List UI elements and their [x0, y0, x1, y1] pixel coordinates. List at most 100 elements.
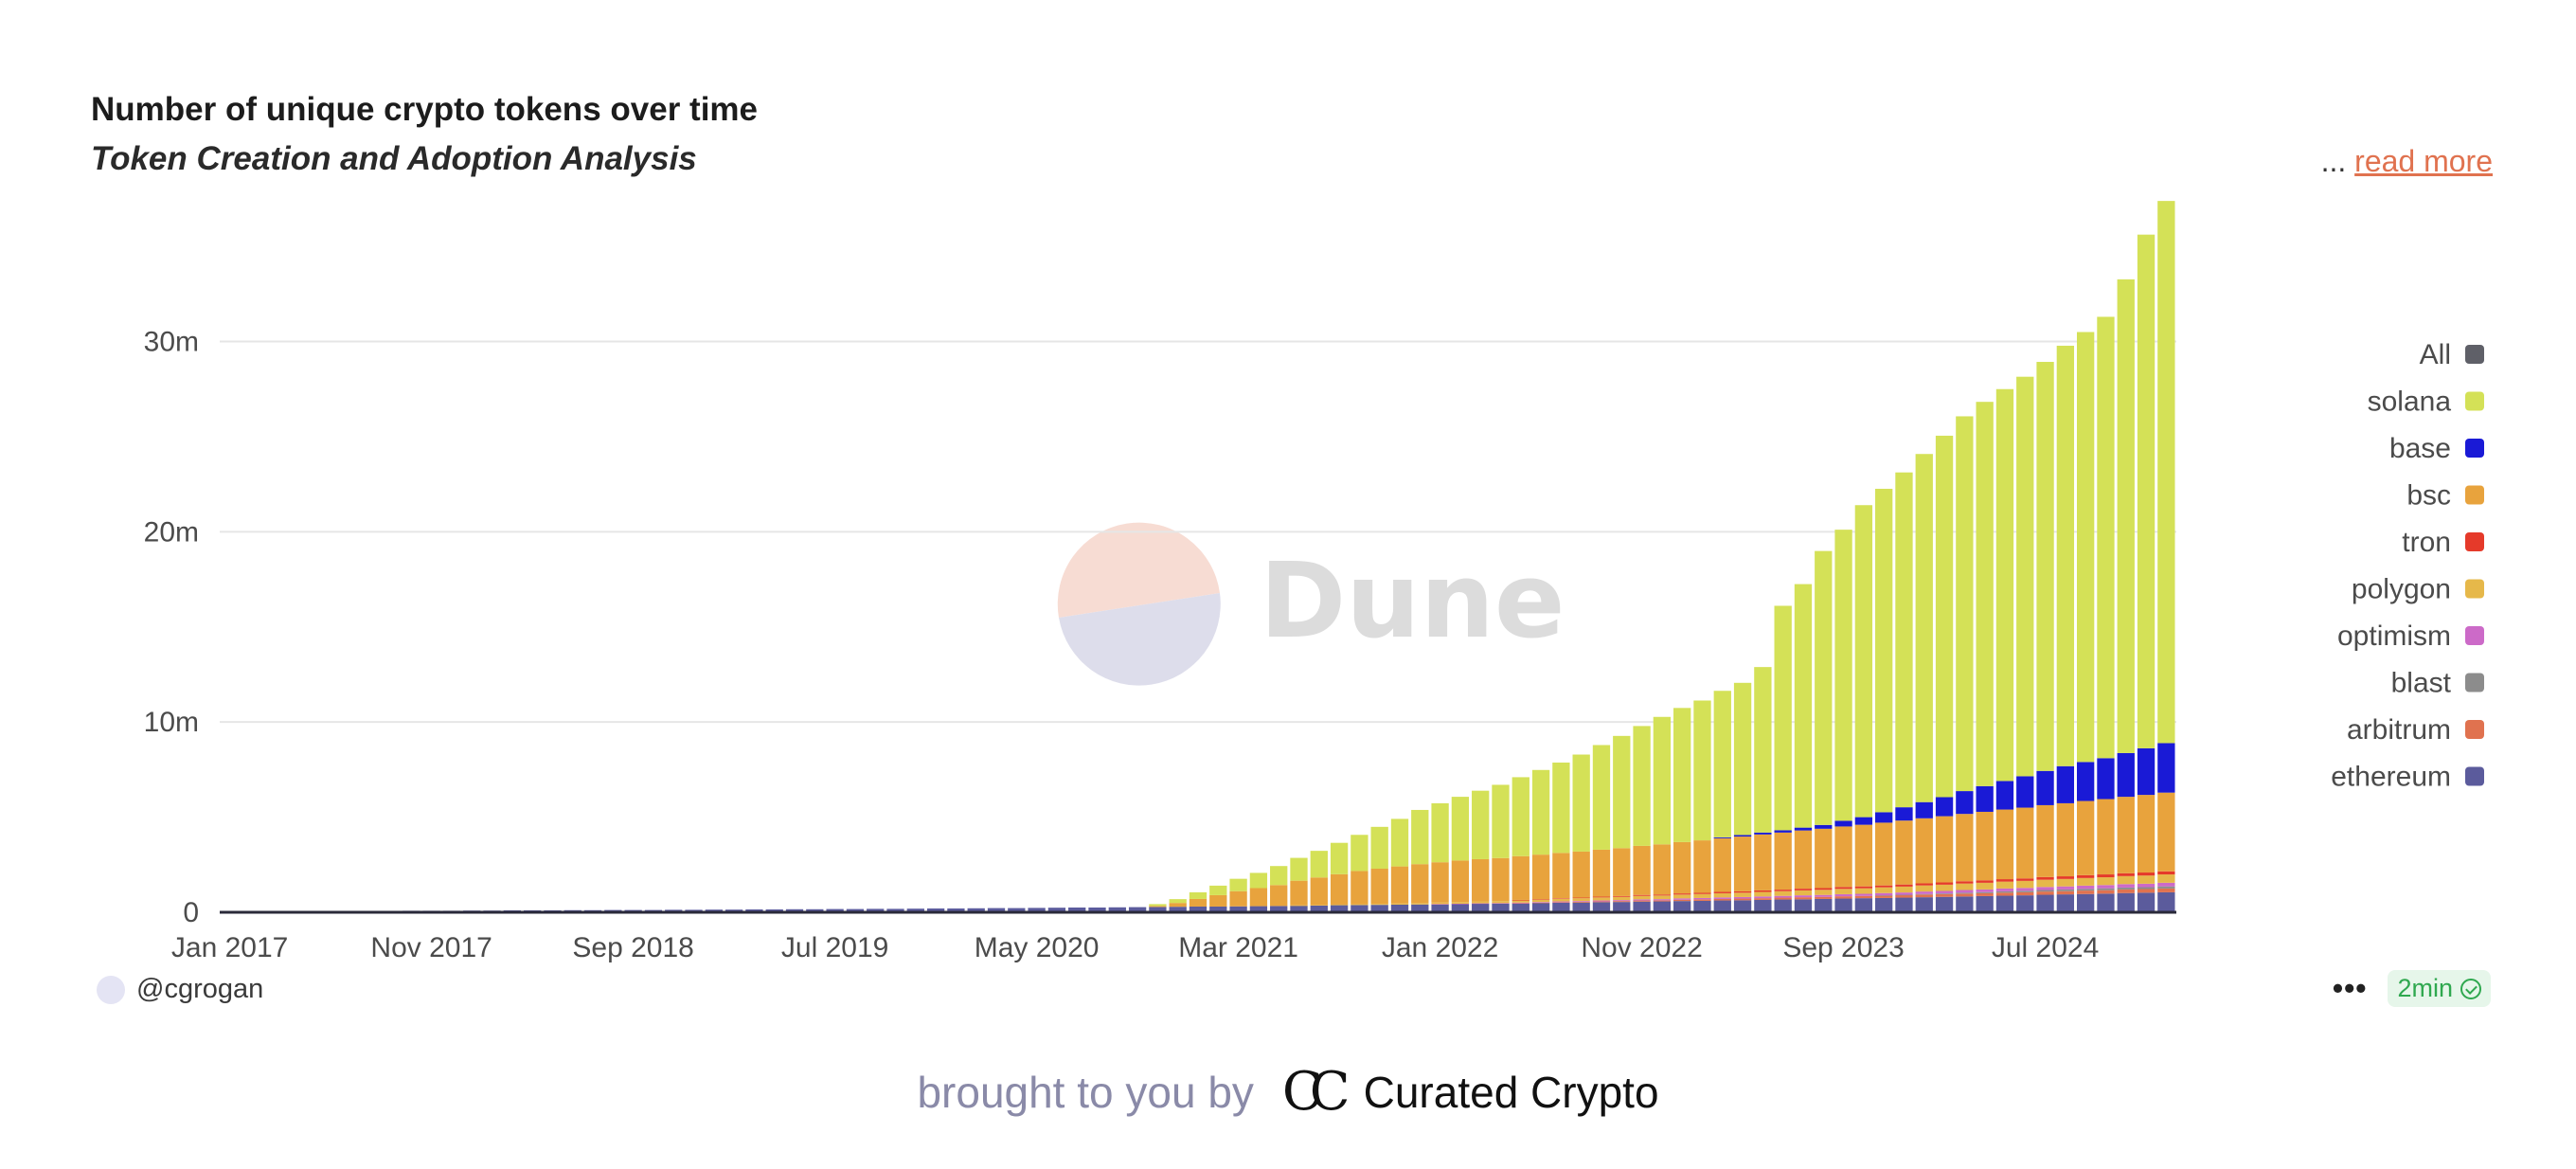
bar-ethereum: [1915, 897, 1933, 912]
more-options-button[interactable]: •••: [2332, 971, 2368, 1005]
bar-stack[interactable]: [1451, 797, 1470, 912]
bar-polygon: [1531, 899, 1550, 903]
bar-bsc: [1229, 890, 1247, 907]
bar-stack[interactable]: [1290, 857, 1308, 912]
bar-stack[interactable]: [1733, 682, 1752, 912]
bar-stack[interactable]: [1592, 745, 1611, 912]
legend-item[interactable]: tron: [2402, 527, 2484, 558]
bar-stack[interactable]: [1270, 866, 1288, 912]
bar-stack[interactable]: [1995, 388, 2014, 912]
bar-blast: [1956, 892, 1974, 894]
bar-stack[interactable]: [867, 908, 885, 912]
bar-tron: [1754, 890, 1772, 892]
bar-stack[interactable]: [1047, 908, 1066, 912]
bar-stack[interactable]: [987, 908, 1006, 912]
bar-stack[interactable]: [967, 908, 985, 912]
author[interactable]: @cgrogan: [97, 974, 263, 1005]
bar-stack[interactable]: [886, 908, 904, 912]
bar-stack[interactable]: [906, 908, 924, 912]
bar-stack[interactable]: [1794, 584, 1813, 912]
bar-stack[interactable]: [1754, 667, 1772, 912]
legend-item[interactable]: base: [2389, 433, 2484, 464]
legend-item[interactable]: solana: [2368, 387, 2484, 418]
bar-stack[interactable]: [1875, 488, 1893, 912]
bar-stack[interactable]: [1411, 809, 1429, 912]
bar-stack[interactable]: [1653, 716, 1672, 912]
bar-stack[interactable]: [1149, 904, 1167, 912]
bar-stack[interactable]: [1008, 908, 1026, 912]
bar-stack[interactable]: [1976, 402, 1994, 912]
bar-stack[interactable]: [1472, 790, 1490, 912]
bar-ethereum: [947, 908, 965, 912]
bar-stack[interactable]: [2076, 332, 2095, 912]
bar-stack[interactable]: [745, 908, 763, 912]
bar-stack[interactable]: [1815, 550, 1833, 912]
bar-stack[interactable]: [1854, 505, 1873, 912]
brand[interactable]: CC Curated Crypto: [1282, 1061, 1659, 1123]
bar-stack[interactable]: [1633, 726, 1651, 912]
bar-stack[interactable]: [1531, 769, 1550, 912]
bar-stack[interactable]: [1834, 530, 1852, 912]
bar-stack[interactable]: [1935, 435, 1954, 912]
bar-ethereum: [967, 908, 985, 912]
bar-stack[interactable]: [1068, 907, 1086, 912]
bar-stack[interactable]: [2137, 234, 2156, 912]
legend-item[interactable]: arbitrum: [2347, 714, 2484, 746]
bar-stack[interactable]: [1209, 885, 1227, 912]
bar-stack[interactable]: [1310, 851, 1328, 912]
legend-label: tron: [2402, 527, 2451, 558]
bar-stack[interactable]: [1774, 605, 1792, 912]
refresh-badge[interactable]: 2min: [2388, 970, 2491, 1007]
bar-optimism: [1613, 900, 1631, 902]
bar-stack[interactable]: [2036, 362, 2054, 912]
bar-ethereum: [1149, 907, 1167, 912]
bar-stack[interactable]: [1088, 907, 1106, 912]
bar-stack[interactable]: [1673, 708, 1691, 912]
bar-base: [1774, 830, 1792, 833]
bar-stack[interactable]: [2117, 279, 2135, 912]
bar-stack[interactable]: [1108, 907, 1126, 912]
bar-stack[interactable]: [1370, 826, 1388, 912]
legend-item[interactable]: ethereum: [2331, 762, 2484, 793]
bar-stack[interactable]: [1915, 454, 1933, 912]
bar-stack[interactable]: [765, 908, 783, 912]
bar-stack[interactable]: [1390, 818, 1409, 912]
bar-stack[interactable]: [1713, 691, 1731, 912]
legend-item[interactable]: polygon: [2352, 574, 2484, 605]
bar-stack[interactable]: [2016, 376, 2034, 912]
bar-stack[interactable]: [1249, 872, 1268, 912]
bar-optimism: [1754, 896, 1772, 899]
bar-stack[interactable]: [1189, 891, 1208, 912]
bar-stack[interactable]: [2097, 316, 2115, 912]
bar-ethereum: [1713, 900, 1731, 912]
bar-stack[interactable]: [1028, 908, 1046, 912]
bar-stack[interactable]: [2157, 201, 2175, 912]
bar-stack[interactable]: [947, 908, 965, 912]
bar-stack[interactable]: [1128, 907, 1147, 912]
bar-stack[interactable]: [1895, 472, 1913, 912]
bar-stack[interactable]: [1351, 835, 1368, 912]
bar-stack[interactable]: [785, 908, 804, 912]
bar-stack[interactable]: [846, 908, 865, 912]
bar-stack[interactable]: [826, 908, 844, 912]
bar-stack[interactable]: [1431, 802, 1449, 912]
bar-stack[interactable]: [1613, 735, 1631, 912]
bar-stack[interactable]: [1512, 777, 1530, 912]
bar-stack[interactable]: [2056, 345, 2075, 912]
bar-stack[interactable]: [1492, 784, 1510, 912]
bar-stack[interactable]: [1572, 754, 1590, 912]
read-more-link[interactable]: read more: [2354, 144, 2493, 178]
bar-stack[interactable]: [926, 908, 945, 912]
bar-stack[interactable]: [806, 908, 824, 912]
bar-stack[interactable]: [1552, 762, 1570, 912]
bar-stack[interactable]: [1330, 842, 1349, 912]
bar-stack[interactable]: [1229, 878, 1247, 912]
y-tick-label: 30m: [144, 327, 199, 358]
legend-item[interactable]: bsc: [2406, 480, 2484, 512]
bar-stack[interactable]: [1169, 899, 1187, 912]
legend-item[interactable]: optimism: [2337, 620, 2484, 652]
legend-item[interactable]: All: [2420, 339, 2484, 370]
bar-stack[interactable]: [1956, 416, 1974, 912]
bar-stack[interactable]: [1693, 700, 1711, 912]
legend-item[interactable]: blast: [2391, 668, 2484, 699]
